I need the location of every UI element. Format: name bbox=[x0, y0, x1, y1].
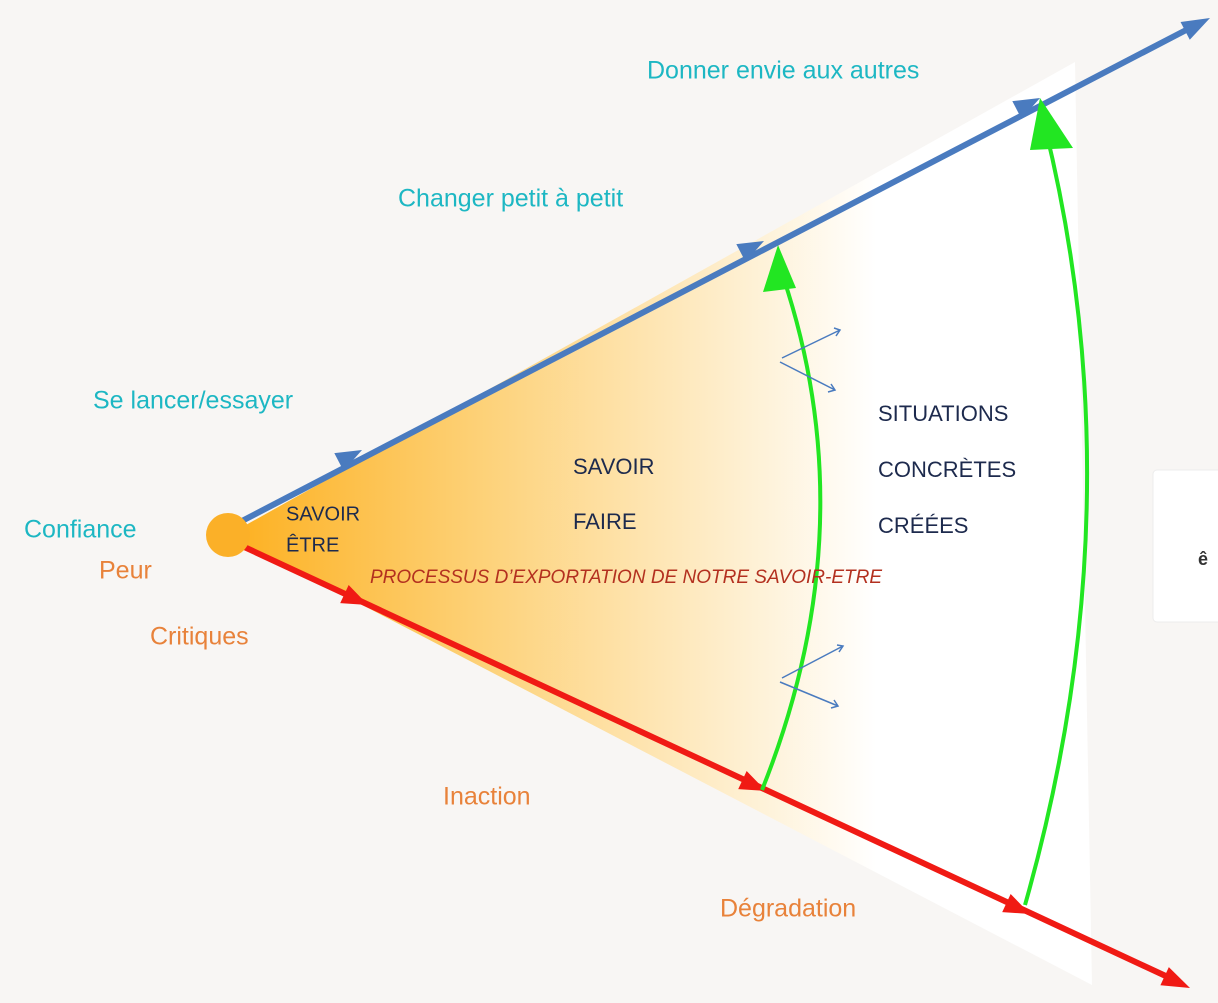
zone-label: CRÉÉES bbox=[878, 513, 968, 538]
arrowhead bbox=[1012, 98, 1040, 119]
label: Peur bbox=[99, 557, 152, 585]
arrowhead bbox=[340, 584, 368, 605]
label: Critiques bbox=[150, 623, 249, 651]
label: Confiance bbox=[24, 516, 137, 544]
zone-label: CONCRÈTES bbox=[878, 457, 1016, 482]
green-arrowhead bbox=[763, 245, 796, 292]
zone-label: SAVOIR bbox=[573, 454, 655, 479]
zone-label: SAVOIR bbox=[286, 503, 360, 525]
side-card-text: ê bbox=[1198, 549, 1208, 569]
zone-label: ÊTRE bbox=[286, 533, 339, 556]
green-arc bbox=[760, 261, 823, 791]
origin-circle bbox=[206, 513, 250, 557]
green-arc bbox=[1023, 114, 1090, 906]
arrowhead bbox=[738, 770, 766, 791]
process-label: PROCESSUS D’EXPORTATION DE NOTRE SAVOIR-… bbox=[370, 567, 882, 588]
arrowhead bbox=[736, 241, 764, 262]
zone-label: FAIRE bbox=[573, 509, 637, 534]
small-arrows bbox=[779, 327, 845, 709]
side-card bbox=[1152, 469, 1218, 623]
label: Inaction bbox=[443, 783, 531, 811]
wedge bbox=[228, 62, 1092, 985]
label: Dégradation bbox=[720, 895, 856, 923]
green-arrowhead bbox=[1030, 98, 1073, 150]
arrowhead bbox=[1160, 967, 1190, 988]
label: Se lancer/essayer bbox=[93, 387, 293, 415]
blue-line bbox=[238, 25, 1192, 525]
label: Donner envie aux autres bbox=[647, 57, 919, 85]
arrowhead bbox=[334, 450, 362, 471]
arrowhead bbox=[1002, 893, 1030, 914]
label: Changer petit à petit bbox=[398, 185, 623, 213]
arrowhead bbox=[1180, 18, 1210, 40]
zone-label: SITUATIONS bbox=[878, 401, 1008, 426]
